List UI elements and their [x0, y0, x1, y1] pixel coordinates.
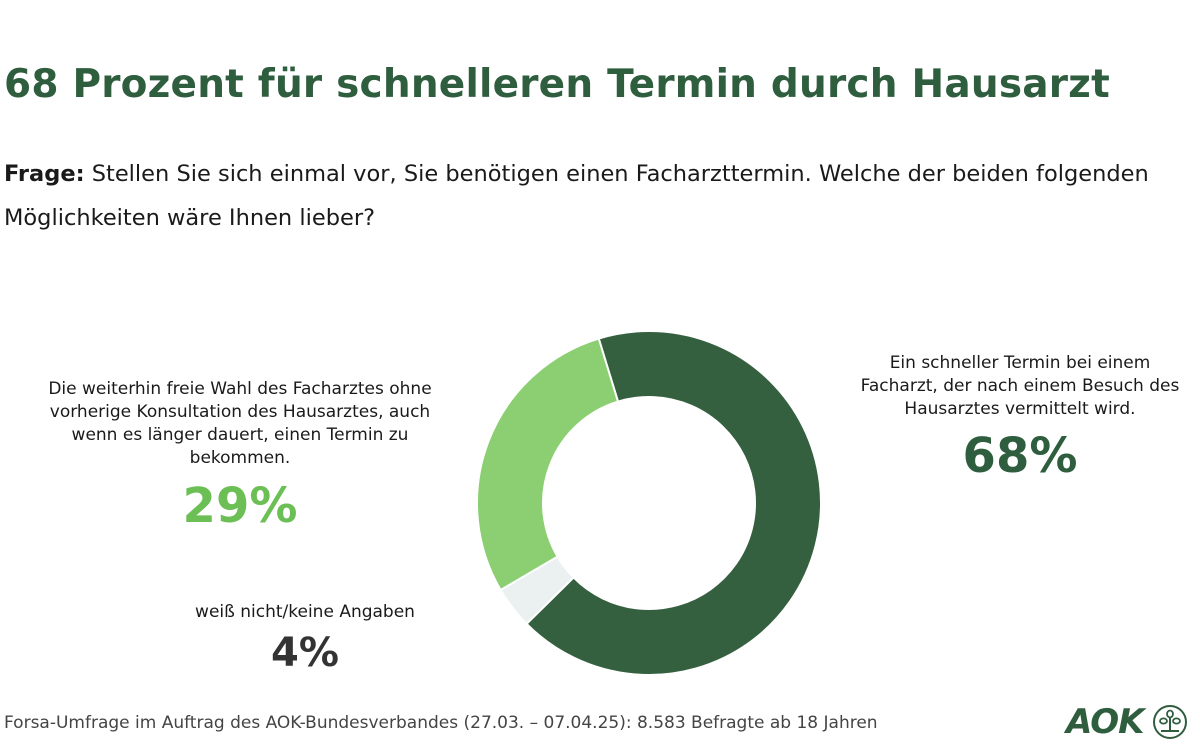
logo-text: AOK: [1066, 702, 1145, 742]
slice-fast-appointment: [525, 330, 822, 676]
page-title: 68 Prozent für schnelleren Termin durch …: [4, 62, 1110, 107]
question: Frage: Stellen Sie sich einmal vor, Sie …: [4, 152, 1174, 240]
tree-in-circle-icon: [1152, 705, 1187, 739]
slice-label-fast-appointment: Ein schneller Termin bei einem Facharzt,…: [860, 353, 1180, 419]
slice-value-dont-know: 4%: [271, 630, 339, 676]
slice-label-free-choice: Die weiterhin freie Wahl des Facharztes …: [48, 379, 432, 468]
question-label: Frage:: [4, 161, 85, 187]
footer-source: Forsa-Umfrage im Auftrag des AOK-Bundesv…: [4, 713, 878, 733]
slice-value-fast-appointment: 68%: [962, 428, 1078, 484]
slice-value-free-choice: 29%: [182, 478, 298, 534]
aok-logo: AOK: [1066, 702, 1188, 742]
question-text: Stellen Sie sich einmal vor, Sie benötig…: [4, 161, 1149, 231]
slice-label-dont-know: weiß nicht/keine Angaben: [195, 602, 415, 622]
slice-free-choice: [476, 337, 620, 592]
